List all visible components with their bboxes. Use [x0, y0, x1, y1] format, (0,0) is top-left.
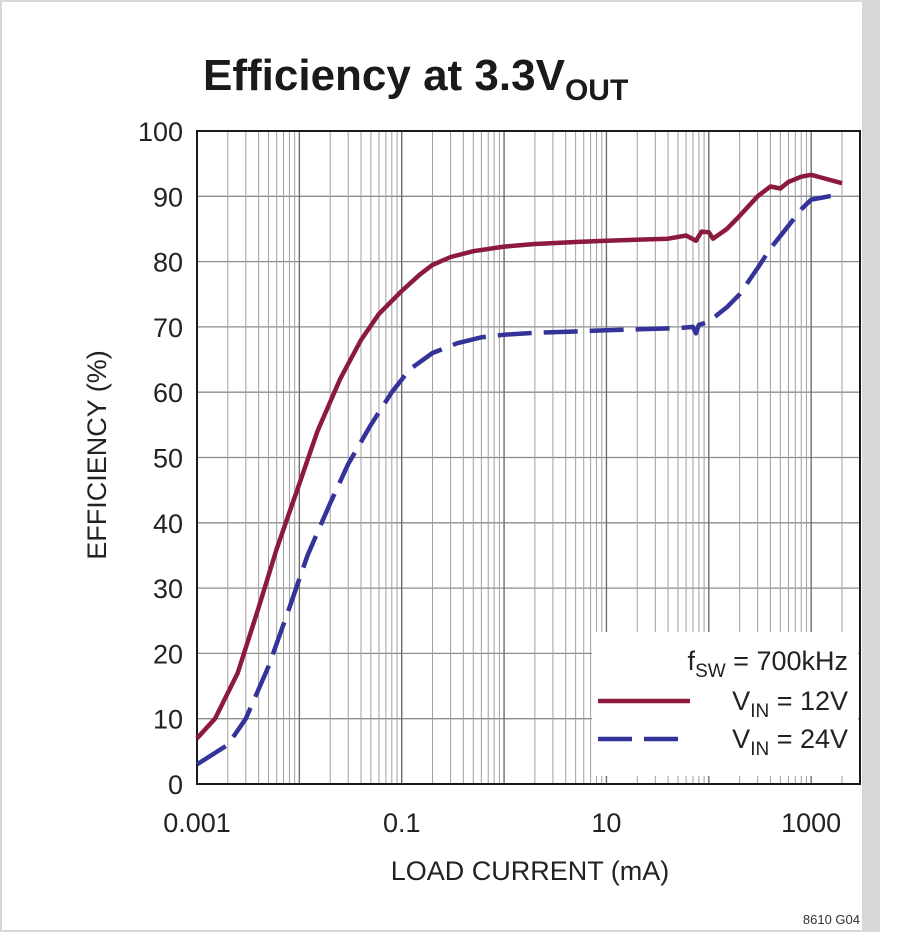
y-tick-label: 70 — [153, 313, 183, 343]
chart-title: Efficiency at 3.3VOUT — [203, 51, 628, 107]
legend-background — [592, 632, 858, 776]
y-tick-label: 40 — [153, 509, 183, 539]
y-tick-label: 0 — [168, 770, 183, 800]
y-tick-label: 100 — [138, 117, 183, 147]
y-tick-label: 50 — [153, 444, 183, 474]
series-layer — [195, 172, 843, 767]
chart-frame — [0, 0, 880, 932]
x-tick-label: 0.001 — [163, 808, 231, 838]
y-tick-label: 30 — [153, 574, 183, 604]
legend-label: VIN = 12V — [732, 686, 848, 722]
x-tick-label: 10 — [591, 808, 621, 838]
y-axis-label: EFFICIENCY (%) — [82, 350, 112, 560]
y-tick-label: 10 — [153, 705, 183, 735]
series-line-vin-12v — [195, 172, 843, 740]
x-tick-label: 1000 — [781, 808, 841, 838]
series-line-vin-24v — [195, 194, 842, 767]
figure-code: 8610 G04 — [803, 912, 860, 927]
y-tick-label: 60 — [153, 378, 183, 408]
plot-border — [196, 130, 861, 785]
legend-label: VIN = 24V — [732, 724, 848, 760]
tick-labels: 0 10 20 30 40 50 60 70 80 90 100 0.001 0.1 10 1000 — [138, 117, 841, 838]
y-tick-label: 90 — [153, 182, 183, 212]
switching-frequency-annotation: fSW = 700kHz — [688, 646, 848, 682]
y-tick-label: 80 — [153, 248, 183, 278]
x-tick-label: 0.1 — [383, 808, 421, 838]
y-tick-label: 20 — [153, 639, 183, 669]
x-axis-label: LOAD CURRENT (mA) — [391, 856, 670, 886]
